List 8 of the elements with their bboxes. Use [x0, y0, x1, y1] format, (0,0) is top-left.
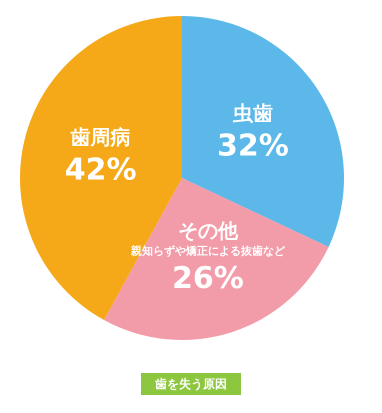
text: 親知らずや矯正による抜歯など [130, 244, 285, 258]
data-label: 26% [172, 260, 244, 296]
data-label: 42% [64, 152, 137, 188]
text: 歯を失う原因 [154, 377, 227, 391]
slice-label: 歯周病 [70, 125, 131, 150]
slice-label: その他 [178, 218, 239, 242]
data-label: 32% [217, 128, 289, 164]
slice-label: 虫歯 [232, 100, 273, 125]
